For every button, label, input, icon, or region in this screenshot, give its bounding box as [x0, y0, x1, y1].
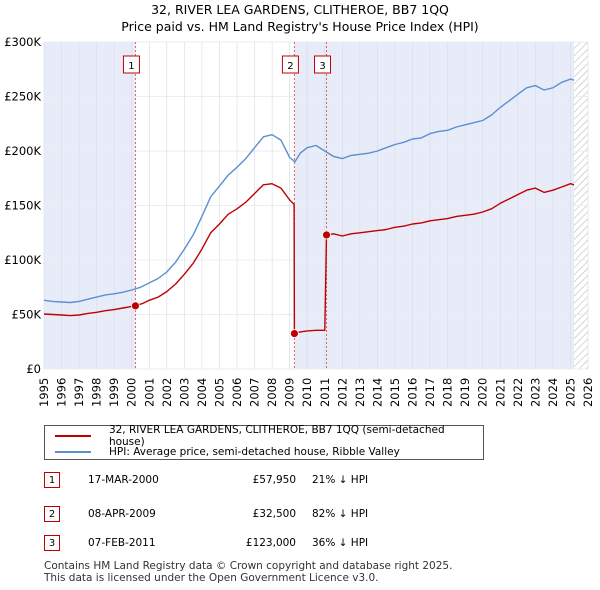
x-tick-label: 2011 — [318, 378, 332, 407]
x-tick-label: 1998 — [90, 378, 104, 407]
x-tick-label: 2021 — [493, 378, 507, 407]
x-tick-label: 2007 — [248, 378, 262, 407]
sale-date: 17-MAR-2000 — [88, 474, 159, 486]
x-tick-label: 2014 — [370, 378, 384, 407]
x-tick-label: 2012 — [335, 378, 349, 407]
footer-attribution: Contains HM Land Registry data © Crown c… — [44, 560, 453, 584]
series-lines — [43, 78, 575, 335]
x-tick-label: 2010 — [300, 378, 314, 407]
sale-point — [290, 329, 299, 338]
sale-marker-boxes: 1 2 3 — [122, 55, 332, 74]
hpi-series-line — [43, 78, 575, 304]
x-tick-label: 1999 — [107, 378, 121, 407]
x-tick-label: 2017 — [423, 378, 437, 407]
legend-item-property: 32, RIVER LEA GARDENS, CLITHEROE, BB7 1Q… — [55, 424, 483, 448]
x-tick-label: 2001 — [142, 378, 156, 407]
x-tick-label: 1995 — [37, 378, 51, 407]
x-tick-label: 2008 — [265, 378, 279, 407]
x-tick-label: 2025 — [563, 378, 577, 407]
y-tick-label: £250K — [4, 90, 41, 104]
x-tick-label: 2019 — [458, 378, 472, 407]
x-tick-label: 1996 — [55, 378, 69, 407]
sale-marker-box — [314, 55, 332, 74]
sale-hpi-diff: 82% ↓ HPI — [312, 508, 369, 520]
chart-title-line1: 32, RIVER LEA GARDENS, CLITHEROE, BB7 1Q… — [151, 2, 449, 17]
sale-marker-box — [122, 55, 140, 74]
x-tick-label: 2022 — [511, 378, 525, 407]
legend-swatch-property — [55, 435, 91, 437]
x-tick-label: 2000 — [125, 378, 139, 407]
x-tick-label: 2026 — [581, 378, 595, 407]
x-tick-label: 2004 — [195, 378, 209, 407]
sale-hpi-diff: 21% ↓ HPI — [312, 474, 369, 486]
x-tick-label: 2006 — [230, 378, 244, 407]
x-tick-label: 2024 — [546, 378, 560, 407]
y-tick-label: £50K — [12, 308, 42, 322]
x-tick-label: 2009 — [283, 378, 297, 407]
sale-marker-label: 2 — [287, 61, 293, 72]
sale-row: 2 08-APR-2009 £32,500 82% ↓ HPI — [44, 506, 484, 524]
sale-marker-label: 1 — [128, 61, 134, 72]
sale-price: £57,950 — [252, 474, 296, 486]
sale-price: £32,500 — [252, 508, 296, 520]
x-tick-label: 2003 — [177, 378, 191, 407]
footer-line-licence: This data is licensed under the Open Gov… — [44, 571, 379, 584]
legend: 32, RIVER LEA GARDENS, CLITHEROE, BB7 1Q… — [44, 424, 484, 460]
y-tick-label: £200K — [4, 144, 41, 158]
sale-marker-label: 3 — [319, 61, 325, 72]
sale-marker-box — [281, 55, 299, 74]
sale-point — [322, 230, 331, 240]
x-tick-label: 2020 — [476, 378, 490, 407]
property-series-line — [43, 183, 575, 335]
x-tick-label: 2002 — [160, 378, 174, 407]
sale-row: 1 17-MAR-2000 £57,950 21% ↓ HPI — [44, 472, 484, 490]
sale-price: £123,000 — [245, 537, 296, 549]
legend-item-hpi: HPI: Average price, semi-detached house,… — [55, 444, 400, 460]
sale-number-badge: 3 — [44, 535, 60, 551]
grid-lines — [43, 41, 589, 370]
sale-row: 3 07-FEB-2011 £123,000 36% ↓ HPI — [44, 535, 484, 553]
x-tick-label: 2018 — [441, 378, 455, 407]
y-tick-label: £100K — [4, 253, 41, 267]
sale-points — [131, 230, 331, 338]
sale-point — [131, 301, 140, 311]
x-tick-label: 2016 — [406, 378, 420, 407]
sale-date: 08-APR-2009 — [88, 508, 156, 520]
legend-swatch-hpi — [55, 451, 91, 453]
sale-number-badge: 1 — [44, 472, 60, 488]
sale-hpi-diff: 36% ↓ HPI — [312, 537, 369, 549]
sale-number-badge: 2 — [44, 506, 60, 522]
sale-date: 07-FEB-2011 — [88, 537, 156, 549]
x-tick-label: 2015 — [388, 378, 402, 407]
y-tick-label: £150K — [4, 199, 41, 213]
x-tick-label: 1997 — [72, 378, 86, 407]
x-tick-label: 2023 — [528, 378, 542, 407]
legend-label-property: 32, RIVER LEA GARDENS, CLITHEROE, BB7 1Q… — [108, 424, 445, 448]
legend-label-hpi: HPI: Average price, semi-detached house,… — [109, 446, 400, 458]
x-tick-label: 2005 — [212, 378, 226, 407]
y-tick-label: £300K — [4, 35, 41, 49]
price-chart: 32, RIVER LEA GARDENS, CLITHEROE, BB7 1Q… — [4, 2, 595, 407]
chart-title-line2: Price paid vs. HM Land Registry's House … — [121, 19, 478, 34]
y-tick-label: £0 — [26, 362, 41, 376]
x-tick-label: 2013 — [353, 378, 367, 407]
footer-line-copyright: Contains HM Land Registry data © Crown c… — [44, 560, 453, 572]
